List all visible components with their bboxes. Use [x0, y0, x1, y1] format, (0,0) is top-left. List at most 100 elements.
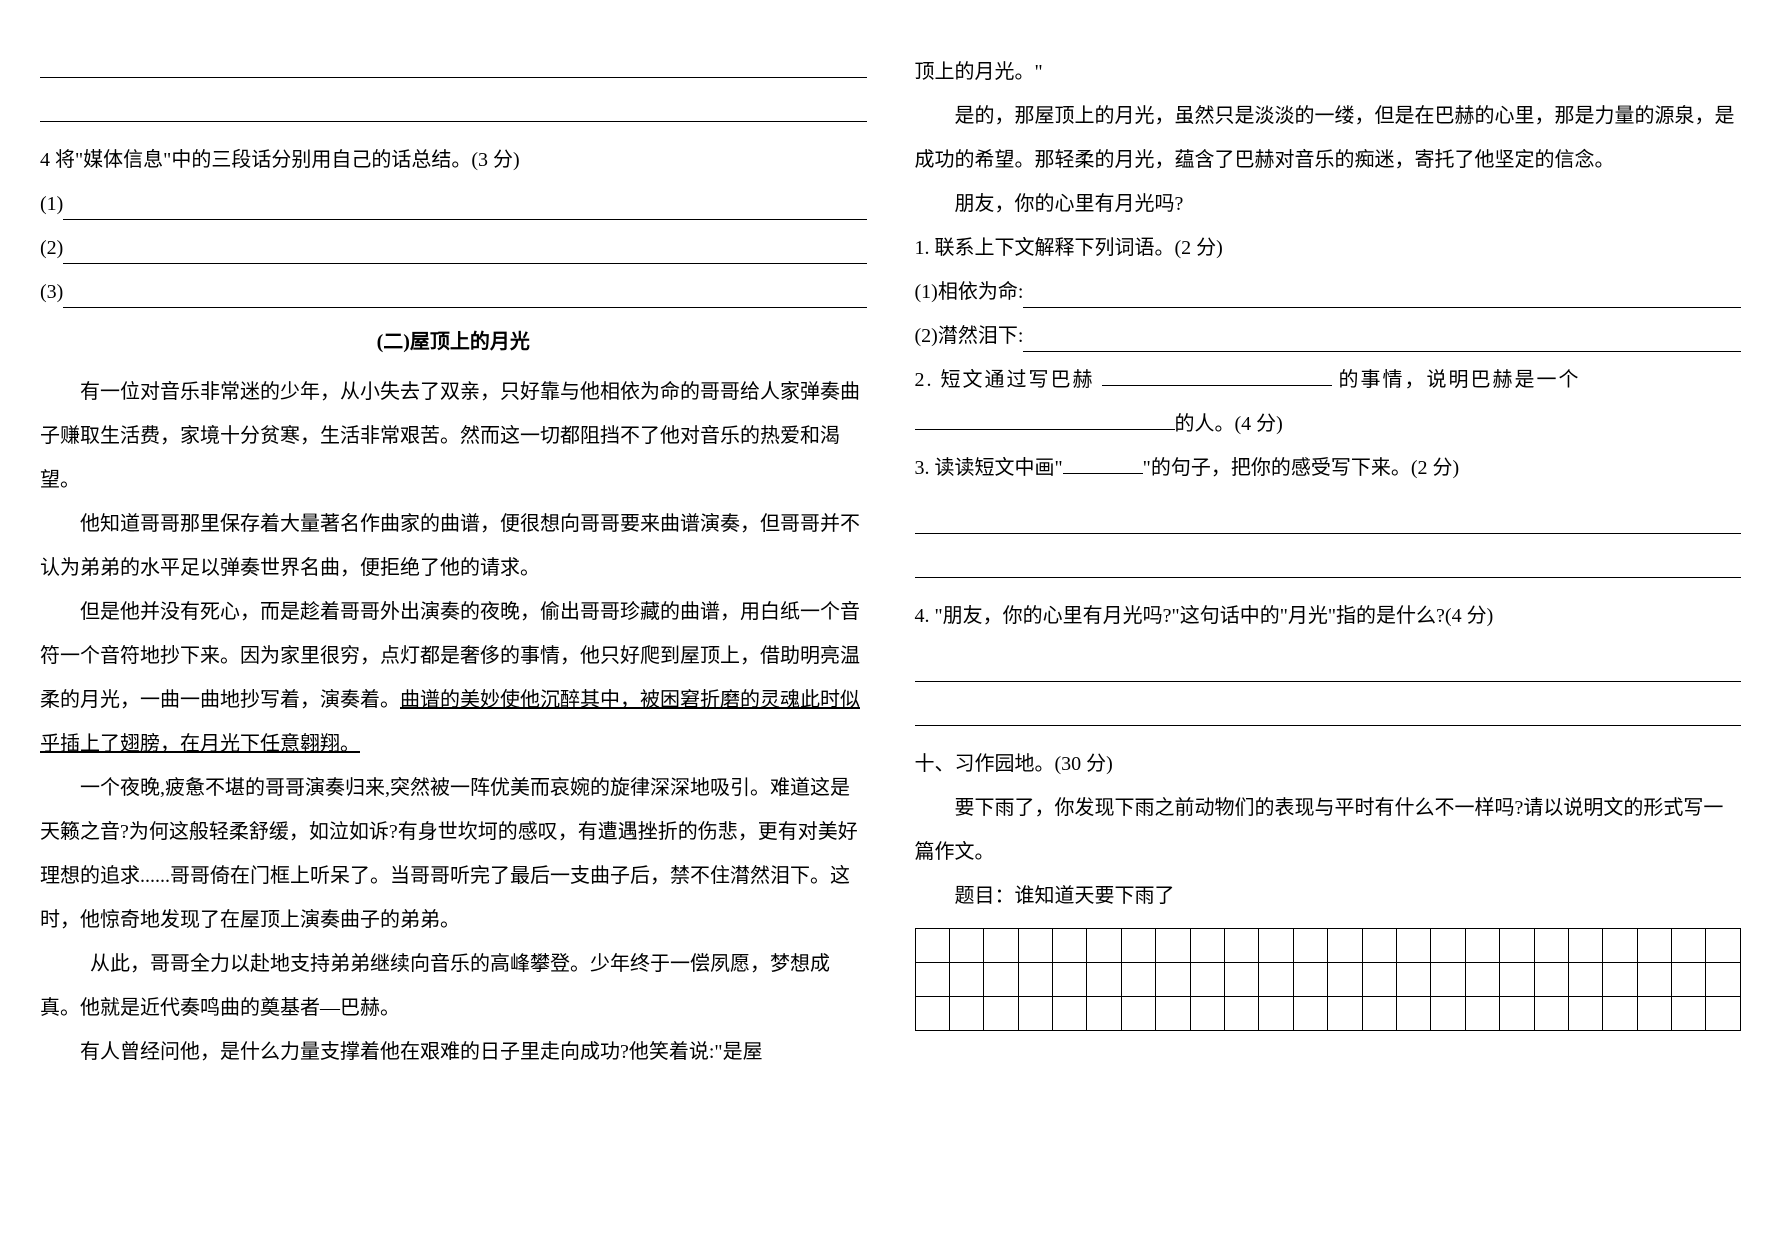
grid-cell — [1121, 997, 1155, 1031]
grid-cell — [1362, 997, 1396, 1031]
grid-cell — [1396, 929, 1430, 963]
grid-cell — [1018, 929, 1052, 963]
grid-cell — [1672, 997, 1706, 1031]
grid-cell — [1087, 997, 1121, 1031]
grid-cell — [1156, 963, 1190, 997]
blank-fill — [63, 288, 866, 308]
grid-cell — [1121, 929, 1155, 963]
grid-cell — [1190, 997, 1224, 1031]
q1-item-2: (2)潸然泪下: — [915, 314, 1742, 358]
grid-cell — [1568, 929, 1602, 963]
left-column: 4 将"媒体信息"中的三段话分别用自己的话总结。(3 分) (1) (2) (3… — [40, 50, 867, 1218]
grid-cell — [1362, 963, 1396, 997]
grid-cell — [1396, 997, 1430, 1031]
q2-part-a: 2. 短文通过写巴赫 — [915, 369, 1095, 391]
right-column: 顶上的月光。" 是的，那屋顶上的月光，虽然只是淡淡的一缕，但是在巴赫的心里，那是… — [915, 50, 1742, 1218]
blank-inline — [1102, 385, 1332, 386]
q4-item-label: (3) — [40, 270, 63, 314]
grid-cell — [1293, 963, 1327, 997]
question-4: 4 将"媒体信息"中的三段话分别用自己的话总结。(3 分) — [40, 138, 867, 182]
grid-cell — [1156, 997, 1190, 1031]
blank-inline — [915, 429, 1175, 430]
grid-cell — [1706, 997, 1741, 1031]
blank-rule — [915, 654, 1742, 682]
grid-cell — [1396, 963, 1430, 997]
grid-cell — [1465, 997, 1499, 1031]
blank-rule — [40, 94, 867, 122]
q4-item-label: (2) — [40, 226, 63, 270]
q2-part-c: 的人。(4 分) — [1175, 413, 1283, 435]
grid-cell — [915, 997, 949, 1031]
grid-cell — [1293, 997, 1327, 1031]
grid-cell — [949, 963, 983, 997]
q1-item-1: (1)相依为命: — [915, 270, 1742, 314]
grid-cell — [1465, 963, 1499, 997]
q1-item-label: (2)潸然泪下: — [915, 314, 1024, 358]
passage-para-6b: 顶上的月光。" — [915, 50, 1742, 94]
grid-cell — [1431, 929, 1465, 963]
grid-cell — [1259, 997, 1293, 1031]
passage-para-7: 是的，那屋顶上的月光，虽然只是淡淡的一缕，但是在巴赫的心里，那是力量的源泉，是成… — [915, 94, 1742, 182]
grid-cell — [1637, 929, 1671, 963]
passage-para-5: 从此，哥哥全力以赴地支持弟弟继续向音乐的高峰攀登。少年终于一偿夙愿，梦想成真。他… — [40, 942, 867, 1030]
grid-cell — [1465, 929, 1499, 963]
question-r2-line2: 的人。(4 分) — [915, 402, 1742, 446]
grid-cell — [1328, 963, 1362, 997]
grid-cell — [1225, 929, 1259, 963]
grid-cell — [1534, 997, 1568, 1031]
grid-cell — [1190, 929, 1224, 963]
section-10-heading: 十、习作园地。(30 分) — [915, 742, 1742, 786]
blank-rule — [915, 698, 1742, 726]
blank-rule — [40, 50, 867, 78]
grid-cell — [949, 929, 983, 963]
blank-fill — [1023, 288, 1741, 308]
grid-cell — [915, 963, 949, 997]
grid-cell — [1568, 963, 1602, 997]
question-r2: 2. 短文通过写巴赫 的事情，说明巴赫是一个 — [915, 358, 1742, 402]
grid-cell — [1637, 963, 1671, 997]
q4-item-2: (2) — [40, 226, 867, 270]
q3-part-a: 3. 读读短文中画" — [915, 457, 1063, 479]
grid-cell — [1087, 929, 1121, 963]
question-r4: 4. "朋友，你的心里有月光吗?"这句话中的"月光"指的是什么?(4 分) — [915, 594, 1742, 638]
grid-cell — [1225, 963, 1259, 997]
grid-cell — [1500, 997, 1534, 1031]
grid-cell — [1500, 929, 1534, 963]
grid-cell — [915, 929, 949, 963]
blank-rule — [915, 550, 1742, 578]
question-r3: 3. 读读短文中画" "的句子，把你的感受写下来。(2 分) — [915, 446, 1742, 490]
grid-cell — [1706, 929, 1741, 963]
grid-cell — [1362, 929, 1396, 963]
essay-writing-grid — [915, 928, 1742, 1031]
grid-cell — [1603, 997, 1637, 1031]
grid-cell — [1053, 997, 1087, 1031]
q4-item-3: (3) — [40, 270, 867, 314]
grid-cell — [1672, 929, 1706, 963]
grid-cell — [1121, 963, 1155, 997]
passage-para-2: 他知道哥哥那里保存着大量著名作曲家的曲谱，便很想向哥哥要来曲谱演奏，但哥哥并不认… — [40, 502, 867, 590]
grid-cell — [1018, 997, 1052, 1031]
grid-cell — [1500, 963, 1534, 997]
passage-para-4: 一个夜晚,疲惫不堪的哥哥演奏归来,突然被一阵优美而哀婉的旋律深深地吸引。难道这是… — [40, 766, 867, 942]
grid-cell — [1672, 963, 1706, 997]
passage-para-3: 但是他并没有死心，而是趁着哥哥外出演奏的夜晚，偷出哥哥珍藏的曲谱，用白纸一个音符… — [40, 590, 867, 766]
grid-cell — [1328, 929, 1362, 963]
q4-item-label: (1) — [40, 182, 63, 226]
passage-para-6a: 有人曾经问他，是什么力量支撑着他在艰难的日子里走向成功?他笑着说:"是屋 — [40, 1030, 867, 1074]
q4-item-1: (1) — [40, 182, 867, 226]
grid-cell — [1225, 997, 1259, 1031]
grid-cell — [1431, 963, 1465, 997]
grid-cell — [1328, 997, 1362, 1031]
grid-cell — [1053, 963, 1087, 997]
q2-part-b: 的事情，说明巴赫是一个 — [1339, 369, 1581, 391]
q3-part-b: "的句子，把你的感受写下来。(2 分) — [1143, 457, 1459, 479]
grid-cell — [1259, 963, 1293, 997]
grid-cell — [1534, 963, 1568, 997]
grid-cell — [984, 997, 1018, 1031]
grid-cell — [1603, 963, 1637, 997]
grid-cell — [1293, 929, 1327, 963]
grid-cell — [1637, 997, 1671, 1031]
passage-para-8: 朋友，你的心里有月光吗? — [915, 182, 1742, 226]
essay-prompt: 要下雨了，你发现下雨之前动物们的表现与平时有什么不一样吗?请以说明文的形式写一篇… — [915, 786, 1742, 874]
grid-cell — [949, 997, 983, 1031]
